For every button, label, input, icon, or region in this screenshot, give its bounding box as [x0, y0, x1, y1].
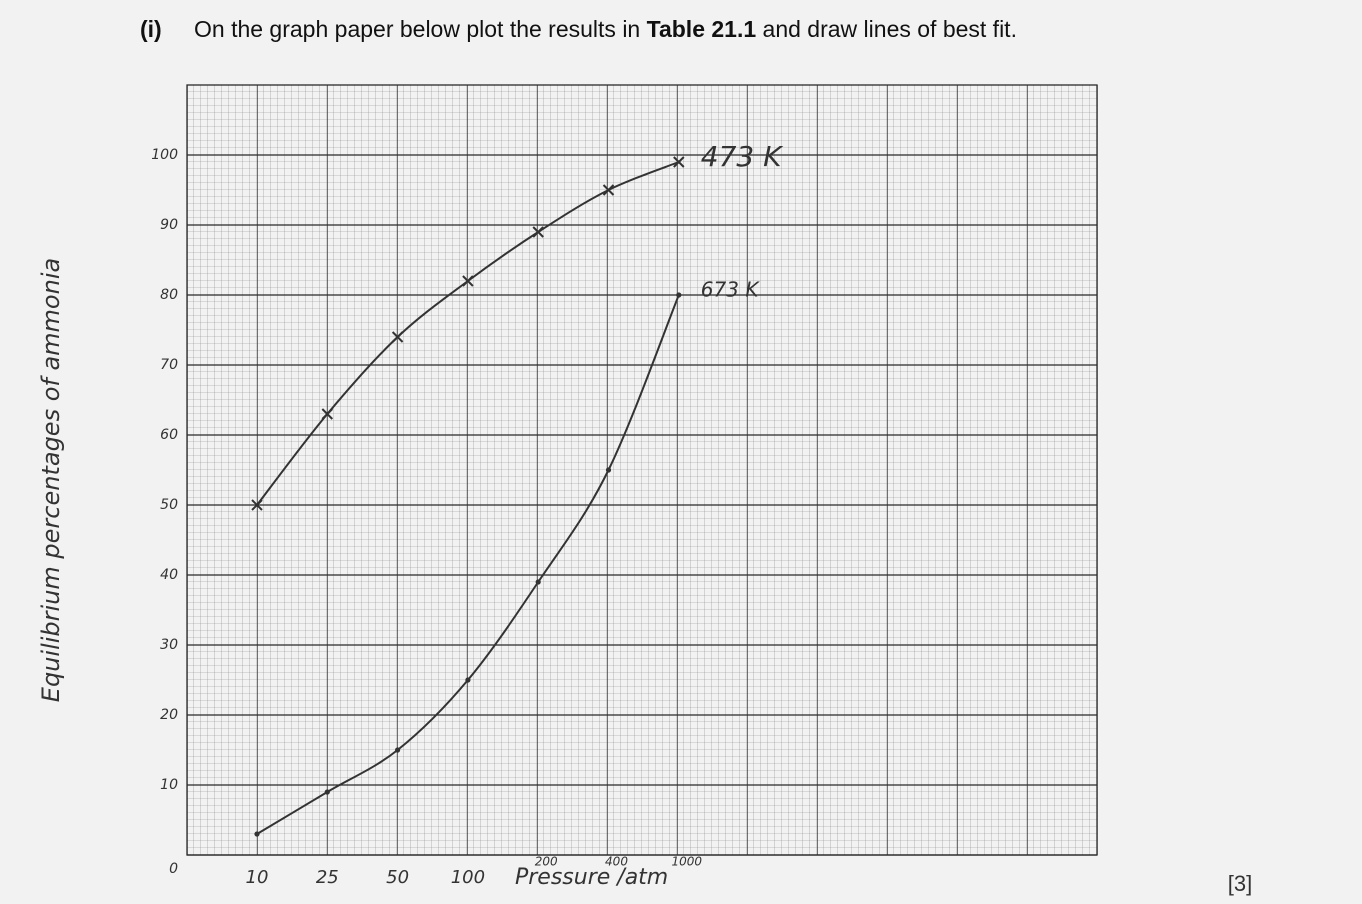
data-point	[536, 579, 541, 584]
y-tick-label: 10	[160, 777, 178, 793]
data-point	[606, 467, 611, 472]
data-point	[395, 747, 400, 752]
series-label: 673 K	[701, 278, 761, 302]
x-tick-label: 100	[451, 867, 485, 888]
x-tick-label: 400	[605, 855, 628, 869]
y-tick-label: 90	[160, 217, 178, 233]
y-tick-label: 0	[169, 861, 178, 877]
x-tick-label: 25	[316, 867, 339, 888]
y-axis-label: Equilibrium percentages of ammonia	[37, 258, 65, 702]
data-point	[676, 292, 681, 297]
major-grid	[187, 85, 1098, 855]
marks: [3]	[1228, 871, 1252, 896]
data-point	[465, 677, 470, 682]
x-axis-label: Pressure /atm	[515, 865, 668, 890]
x-tick-label: 200	[535, 855, 558, 869]
y-tick-label: 100	[151, 147, 178, 163]
x-tick-label: 1000	[672, 855, 703, 869]
question-text-after: and draw lines of best fit.	[763, 16, 1017, 42]
data-point	[254, 831, 259, 836]
x-tick-label: 50	[386, 867, 409, 888]
y-tick-label: 40	[160, 567, 178, 583]
data-point	[325, 789, 330, 794]
y-tick-label: 80	[160, 287, 178, 303]
question-text-before: On the graph paper below plot the result…	[194, 16, 640, 42]
series-label: 473 K	[701, 140, 784, 173]
chart: (i) On the graph paper below plot the re…	[0, 0, 1362, 904]
y-tick-label: 50	[160, 497, 178, 513]
y-tick-label: 70	[160, 357, 178, 373]
y-tick-label: 60	[160, 427, 178, 443]
x-tick-label: 10	[246, 867, 269, 888]
question-text: On the graph paper below plot the result…	[194, 16, 1017, 42]
y-tick-label: 30	[160, 637, 178, 653]
question-number: (i)	[140, 16, 162, 42]
question-bold: Table 21.1	[647, 16, 757, 42]
y-tick-label: 20	[160, 707, 178, 723]
page: (i) On the graph paper below plot the re…	[0, 0, 1362, 904]
